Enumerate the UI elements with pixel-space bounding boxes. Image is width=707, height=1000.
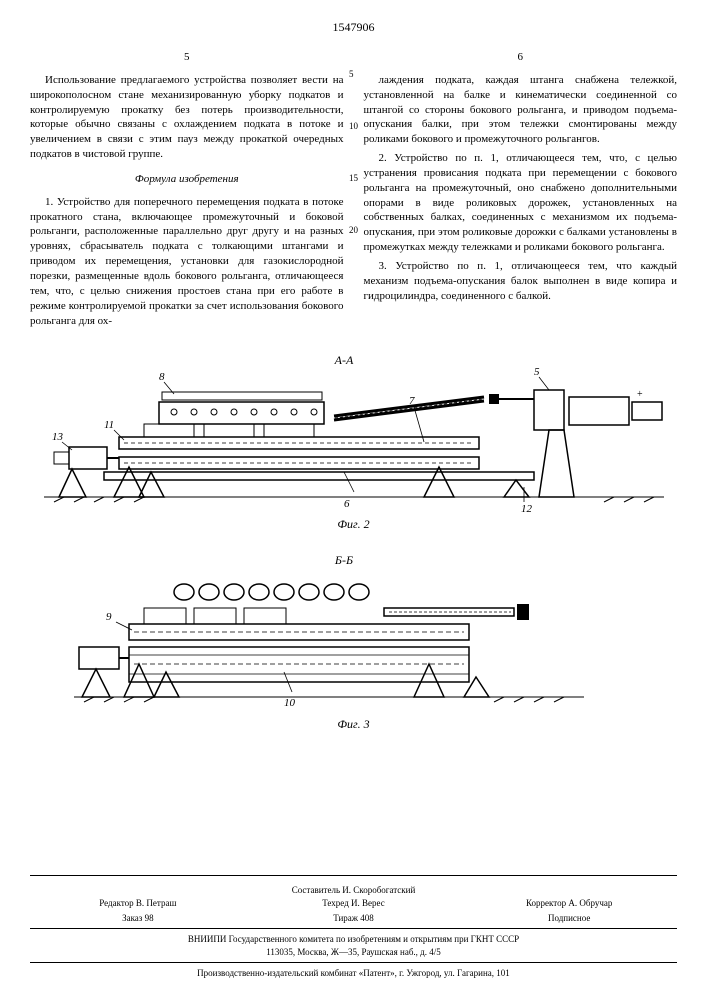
- line-num-5: 5: [349, 70, 358, 79]
- figure-2: А-А: [30, 352, 677, 532]
- paragraph-intro: Использование предлагаемого устройства п…: [30, 73, 344, 162]
- figure-3-svg: Б-Б: [44, 552, 664, 712]
- footer-order: Заказ 98: [30, 912, 246, 925]
- figures-container: А-А: [30, 352, 677, 732]
- footer-prod: Производственно-издательский комбинат «П…: [30, 962, 677, 980]
- claim-2: 2. Устройство по п. 1, отличающееся тем,…: [364, 151, 678, 255]
- footer-compiler: Составитель И. Скоробогатский: [30, 884, 677, 897]
- footer-podpisnoye: Подписное: [461, 912, 677, 925]
- section-label-bb: Б-Б: [333, 553, 352, 567]
- claim-3: 3. Устройство по п. 1, отличающееся тем,…: [364, 259, 678, 304]
- right-column: 6 лаждения подката, каждая штанга снабже…: [364, 50, 678, 332]
- figure-3: Б-Б: [30, 552, 677, 732]
- footer-address: 113035, Москва, Ж—35, Раушская наб., д. …: [30, 946, 677, 959]
- figure-2-svg: А-А: [44, 352, 664, 512]
- fig-label-8: 8: [159, 371, 165, 383]
- footer-corrector: Корректор А. Обручар: [461, 897, 677, 910]
- fig-label-7: 7: [409, 395, 415, 407]
- fig-label-13: 13: [52, 431, 64, 443]
- fig-label-10: 10: [284, 697, 296, 709]
- fig2-caption: Фиг. 2: [30, 517, 677, 532]
- line-numbers: 5 10 15 20: [349, 70, 358, 278]
- fig-label-9: 9: [106, 611, 112, 623]
- paragraph-2: лаждения подката, каждая штанга снабжена…: [364, 73, 678, 147]
- line-num-10: 10: [349, 122, 358, 131]
- left-column: 5 Использование предлагаемого устройства…: [30, 50, 344, 332]
- fig-label-12: 12: [521, 503, 533, 512]
- svg-text:+: +: [637, 389, 643, 400]
- claim-1: 1. Устройство для поперечного перемещени…: [30, 195, 344, 329]
- fig-label-11: 11: [104, 419, 114, 431]
- footer-tirazh: Тираж 408: [246, 912, 462, 925]
- section-label-aa: А-А: [333, 353, 353, 367]
- formula-title: Формула изобретения: [30, 172, 344, 187]
- footer-vniipi: ВНИИПИ Государственного комитета по изоб…: [30, 933, 677, 946]
- fig-label-5: 5: [534, 366, 540, 378]
- col-num-right: 6: [364, 50, 678, 65]
- patent-number: 1547906: [30, 20, 677, 35]
- footer-techred: Техред И. Верес: [246, 897, 462, 910]
- line-num-15: 15: [349, 174, 358, 183]
- footer: Составитель И. Скоробогатский Редактор В…: [30, 875, 677, 980]
- text-columns: 5 Использование предлагаемого устройства…: [30, 50, 677, 332]
- col-num-left: 5: [30, 50, 344, 65]
- line-num-20: 20: [349, 226, 358, 235]
- footer-editor: Редактор В. Петраш: [30, 897, 246, 910]
- fig-label-6: 6: [344, 498, 350, 510]
- fig3-caption: Фиг. 3: [30, 717, 677, 732]
